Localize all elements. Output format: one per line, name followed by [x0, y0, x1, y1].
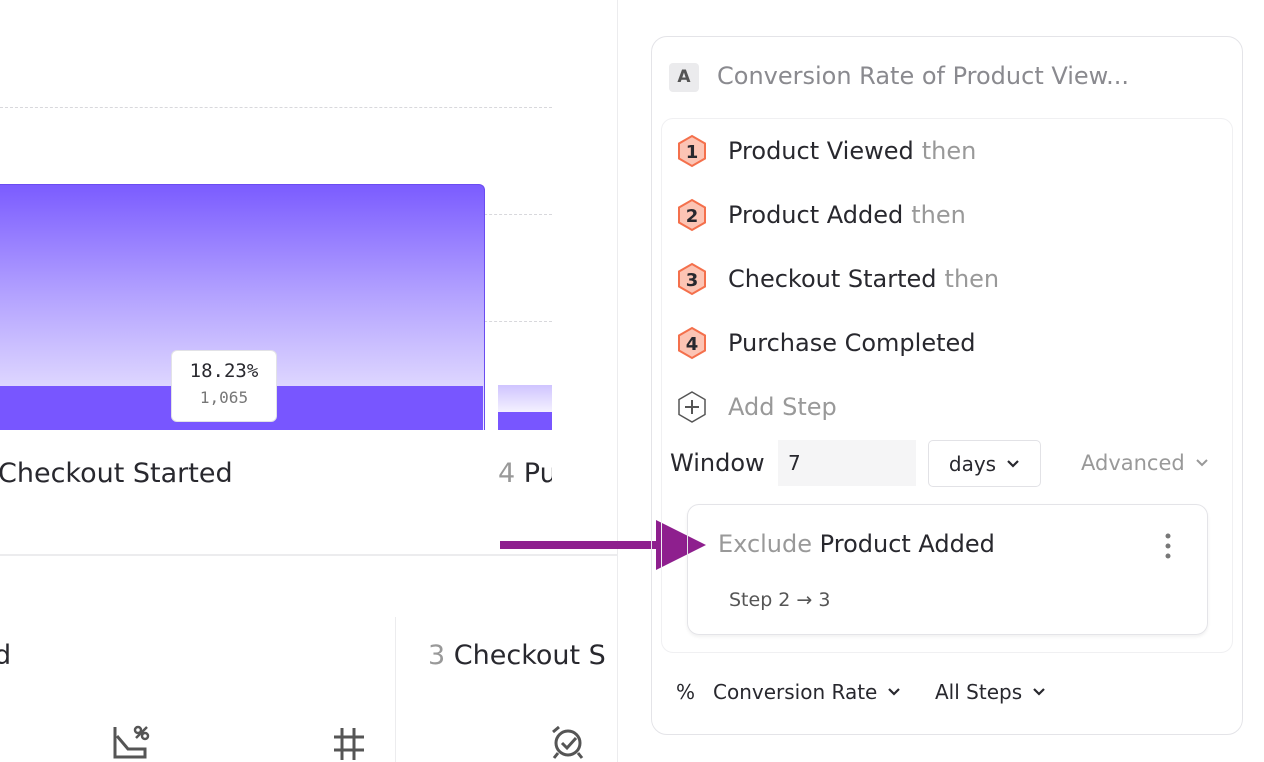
bar-value-tooltip: 18.23% 1,065 — [171, 350, 277, 422]
chevron-down-icon — [1033, 688, 1045, 696]
summary-card-label: 3 Checkout S — [428, 640, 617, 671]
window-label: Window — [670, 449, 765, 477]
step-name: Checkout S — [453, 640, 606, 671]
chevron-down-icon — [1007, 459, 1019, 468]
svg-text:2: 2 — [686, 206, 699, 227]
more-options-icon[interactable] — [1162, 532, 1174, 562]
step-suffix: then — [911, 201, 966, 229]
steps-scope-select[interactable]: All Steps — [935, 680, 1046, 704]
step-number-hexagon-icon: 1 — [678, 134, 706, 168]
step-event-name: Purchase Completed — [728, 329, 976, 357]
exclusion-card[interactable] — [687, 504, 1208, 635]
exclusion-title: Exclude Product Added — [718, 530, 995, 558]
gridline — [0, 107, 552, 108]
step-suffix: then — [921, 137, 977, 165]
alarm-check-icon[interactable] — [550, 724, 586, 760]
svg-text:4: 4 — [686, 334, 699, 355]
conversion-chart-icon[interactable] — [112, 724, 150, 760]
step-number-hexagon-icon: 4 — [678, 326, 706, 360]
funnel-step-4[interactable]: 4 Purchase Completed — [676, 326, 976, 360]
query-title[interactable]: Conversion Rate of Product View... — [717, 62, 1129, 90]
steps-container — [661, 118, 1233, 653]
add-step-button[interactable]: Add Step — [676, 390, 837, 424]
metric-select[interactable]: % Conversion Rate — [676, 680, 901, 704]
percent-icon: % — [676, 680, 696, 704]
funnel-step-3[interactable]: 3 Checkout Started then — [676, 262, 999, 296]
summary-card-label: d — [0, 640, 12, 671]
step-event-name: Checkout Started — [728, 265, 937, 293]
chevron-down-icon — [1196, 459, 1208, 467]
svg-text:1: 1 — [686, 142, 699, 163]
exclusion-step-range: Step 2 → 3 — [729, 589, 831, 611]
step-event-name: Product Added — [728, 201, 904, 229]
svg-text:3: 3 — [686, 270, 699, 291]
advanced-toggle[interactable]: Advanced — [1081, 451, 1209, 475]
plus-hexagon-icon — [678, 391, 706, 423]
window-unit-value: days — [948, 451, 997, 476]
window-unit-select[interactable]: days — [928, 440, 1041, 487]
conversion-count: 1,065 — [199, 388, 249, 407]
chevron-down-icon — [888, 688, 901, 696]
query-panel — [651, 36, 1243, 735]
step-number-hexagon-icon: 2 — [678, 198, 706, 232]
advanced-label: Advanced — [1081, 451, 1185, 475]
funnel-step-2[interactable]: 2 Product Added then — [676, 198, 966, 232]
metric-value: Conversion Rate — [713, 680, 878, 704]
step-label-next: 4 Pu — [498, 458, 552, 489]
step-number: 4 — [498, 458, 516, 489]
step-label: Checkout Started — [0, 458, 233, 489]
divider — [0, 554, 617, 556]
add-step-label: Add Step — [728, 393, 837, 421]
steps-scope-value: All Steps — [935, 680, 1023, 704]
step-event-name: Product Viewed — [728, 137, 914, 165]
step-suffix: then — [944, 265, 1000, 293]
query-badge: A — [669, 63, 699, 92]
conversion-percent: 18.23% — [189, 360, 259, 382]
excluded-event: Product Added — [819, 530, 995, 558]
step-number: 3 — [428, 640, 446, 671]
funnel-bar-purchase-converted[interactable] — [498, 412, 552, 430]
step-number-hexagon-icon: 3 — [678, 262, 706, 296]
step-name: Pu — [523, 458, 552, 489]
divider — [617, 0, 618, 762]
hash-icon[interactable] — [332, 726, 364, 760]
divider — [395, 617, 396, 762]
annotation-arrow — [500, 520, 706, 570]
funnel-bar-purchase[interactable] — [498, 385, 552, 412]
exclude-prefix: Exclude — [718, 530, 813, 558]
window-value-input[interactable] — [778, 440, 916, 486]
funnel-step-1[interactable]: 1 Product Viewed then — [676, 134, 976, 168]
